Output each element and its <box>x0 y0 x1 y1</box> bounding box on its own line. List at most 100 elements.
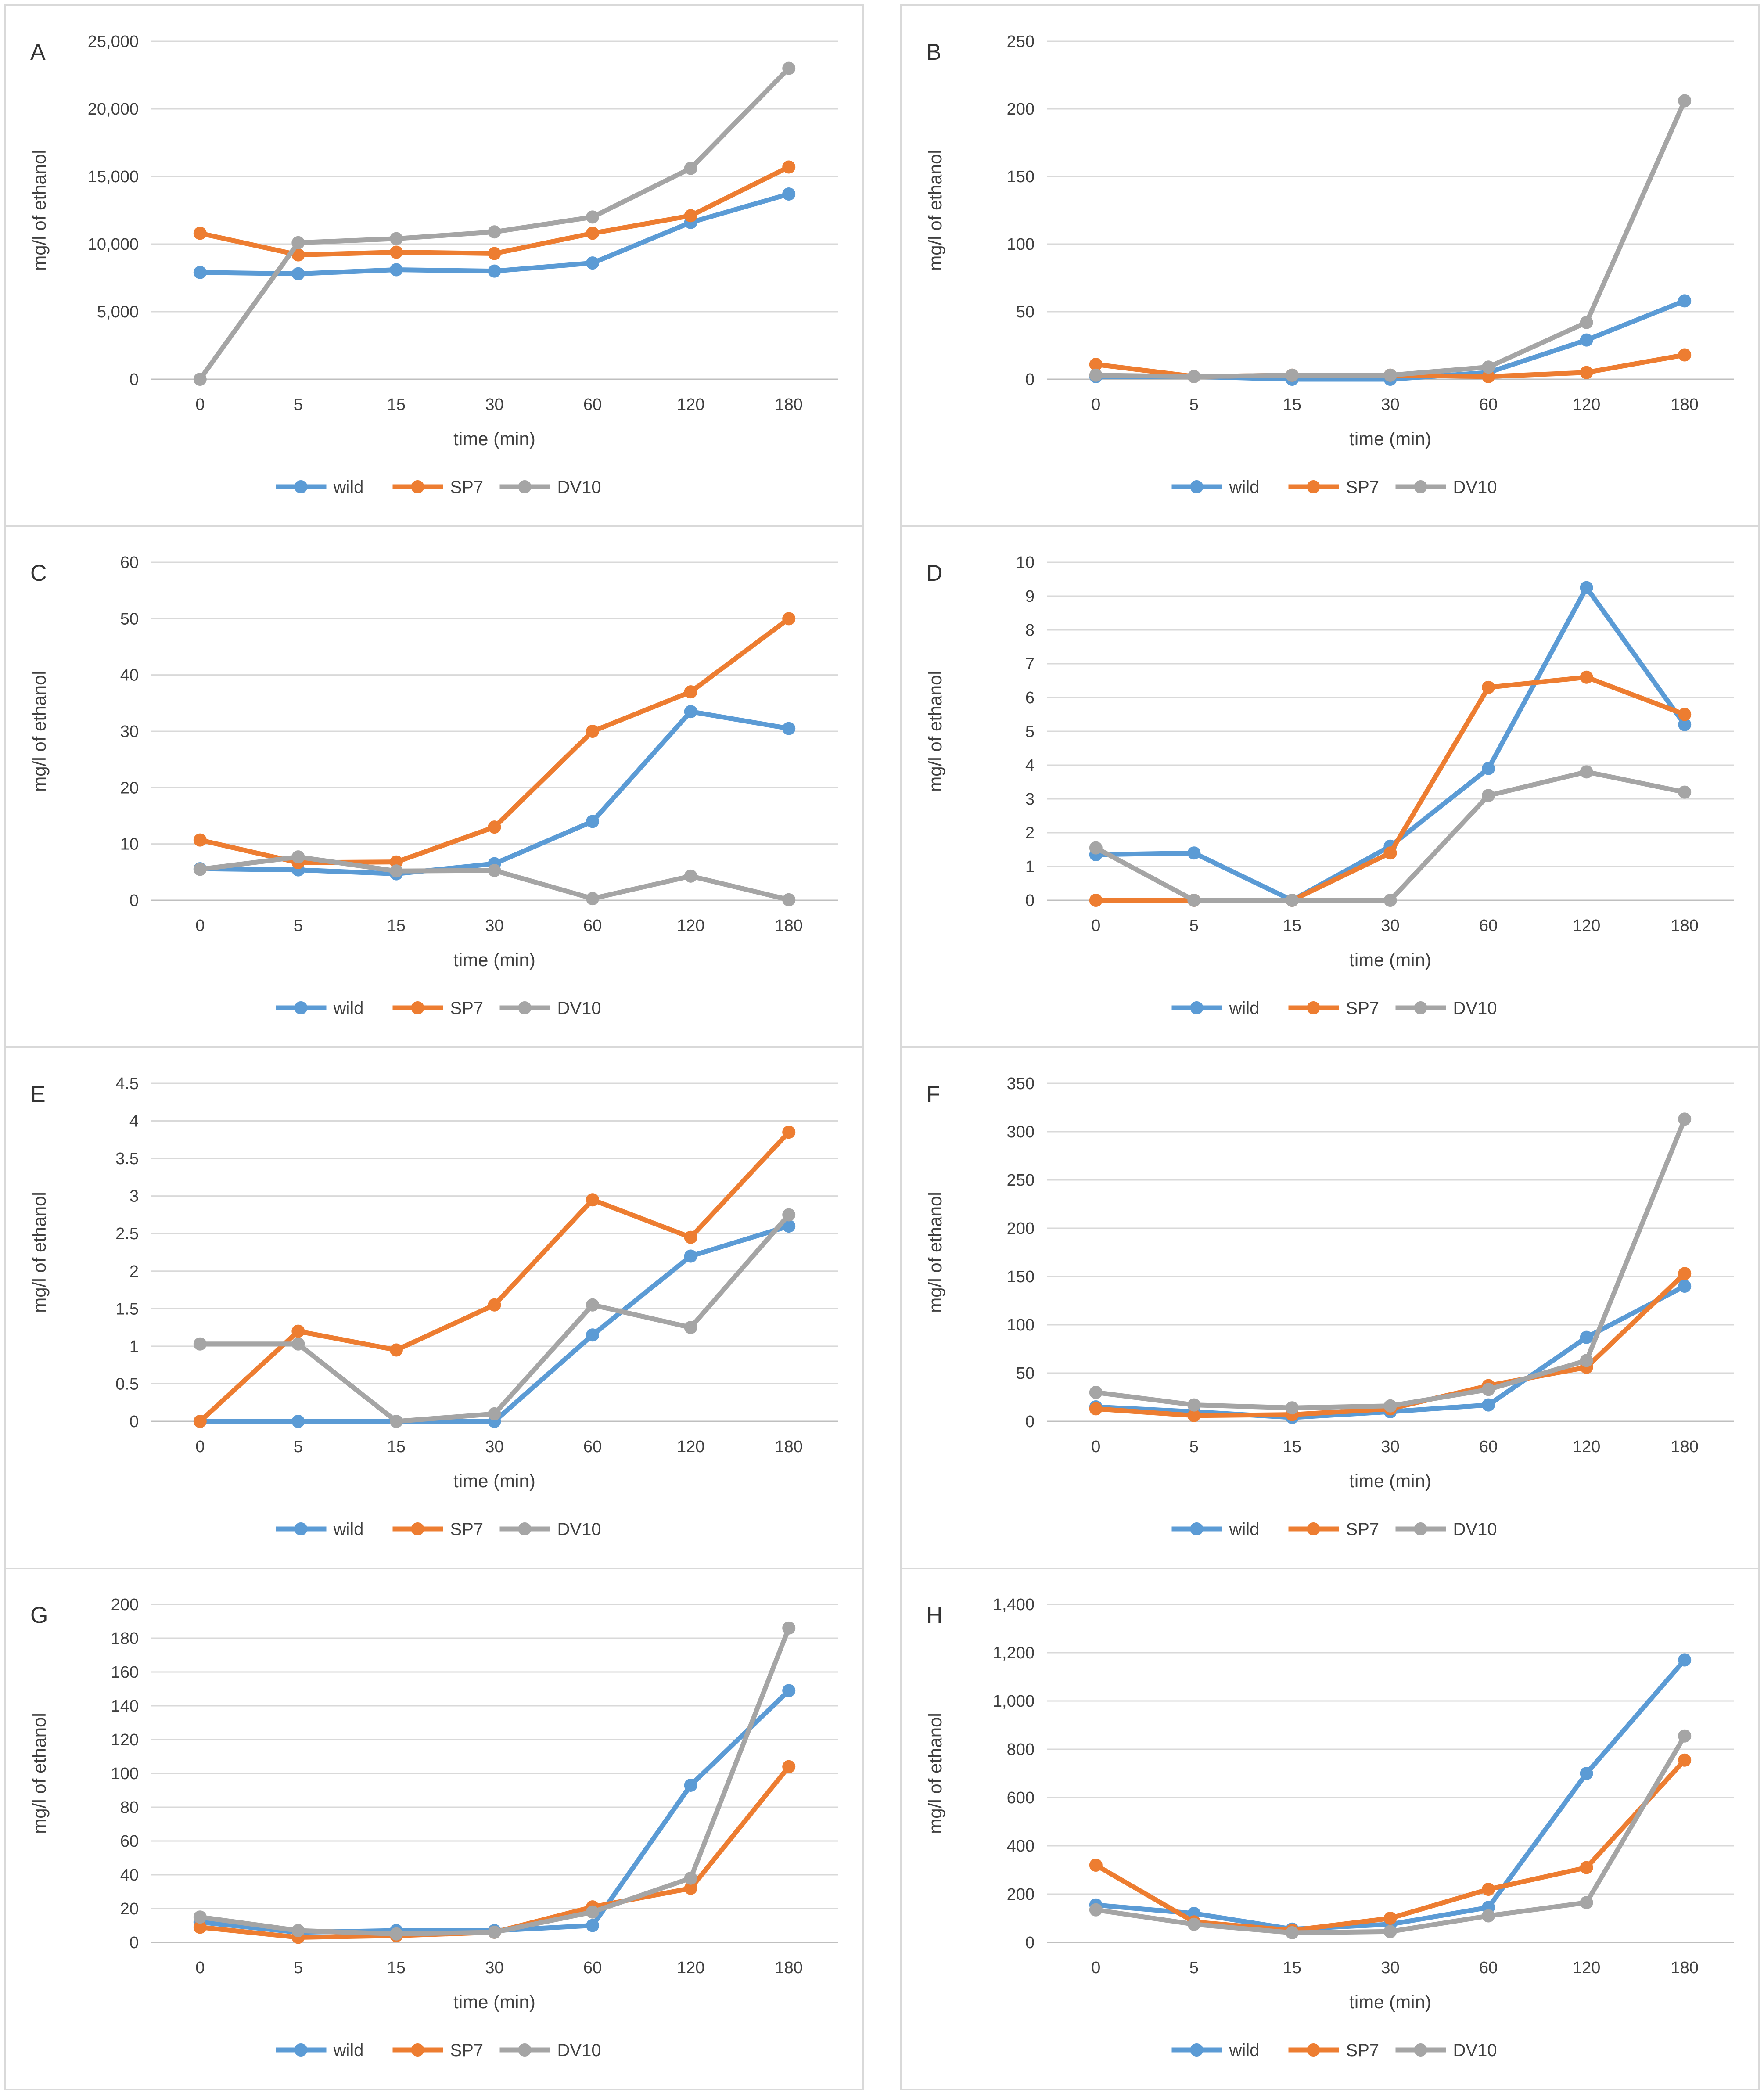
legend-label: DV10 <box>557 2041 601 2060</box>
data-point-DV10 <box>684 162 697 175</box>
y-tick-label: 0 <box>129 892 139 910</box>
x-tick-label: 60 <box>583 1959 602 1977</box>
y-tick-label: 1,400 <box>993 1596 1035 1614</box>
data-point-SP7 <box>488 247 501 260</box>
chart-panel-H: H 0 200 400 600 800 1,000 1,200 1,400 0 5 15 30 60 120… <box>900 1568 1760 2090</box>
x-tick-label: 180 <box>1671 1959 1699 1977</box>
data-point-DV10 <box>1187 1398 1201 1412</box>
x-tick-label: 60 <box>583 917 602 935</box>
panel-letter: A <box>30 40 46 65</box>
data-point-DV10 <box>1580 765 1593 779</box>
legend-marker-icon <box>1190 480 1204 493</box>
x-tick-label: 120 <box>677 1959 704 1977</box>
x-tick-label: 180 <box>1671 396 1699 414</box>
data-point-SP7 <box>1089 894 1103 907</box>
legend-label: DV10 <box>557 1520 601 1539</box>
x-axis-title: time (min) <box>1349 949 1431 970</box>
legend-marker-icon <box>1307 1001 1320 1014</box>
legend-item-SP7: SP7 <box>1288 1520 1379 1539</box>
data-point-wild <box>1678 294 1692 308</box>
y-tick-label: 0.5 <box>115 1375 139 1393</box>
y-tick-label: 350 <box>1007 1075 1035 1093</box>
y-tick-label: 120 <box>111 1731 139 1749</box>
legend-item-wild: wild <box>1171 1520 1259 1539</box>
y-tick-label: 0 <box>1025 1413 1035 1431</box>
series-line-SP7 <box>198 164 791 258</box>
data-point-wild <box>684 1778 697 1792</box>
series-line-SP7 <box>1093 1271 1687 1418</box>
x-tick-label: 15 <box>387 1438 406 1456</box>
data-point-wild <box>586 1328 600 1342</box>
y-tick-label: 1.5 <box>115 1300 139 1318</box>
data-point-DV10 <box>488 225 501 239</box>
data-point-DV10 <box>782 61 796 75</box>
series-line-wild <box>1093 1284 1687 1420</box>
data-point-SP7 <box>488 1298 501 1312</box>
legend-item-SP7: SP7 <box>392 478 483 497</box>
y-axis-title: mg/l of ethanol <box>29 1192 50 1313</box>
x-tick-label: 30 <box>485 396 503 414</box>
data-point-DV10 <box>291 850 305 864</box>
data-point-DV10 <box>782 893 796 906</box>
series-line-wild <box>198 1688 791 1935</box>
data-point-wild <box>684 1249 697 1263</box>
data-point-wild <box>782 1219 796 1233</box>
x-tick-label: 5 <box>1189 1438 1199 1456</box>
x-tick-label: 15 <box>1283 917 1301 935</box>
y-tick-label: 4 <box>1025 756 1035 775</box>
x-tick-label: 120 <box>1573 396 1600 414</box>
data-point-SP7 <box>193 227 207 240</box>
legend-item-SP7: SP7 <box>392 999 483 1018</box>
legend-marker-icon <box>411 1522 424 1535</box>
legend-label: wild <box>333 999 364 1018</box>
data-point-DV10 <box>1482 360 1495 374</box>
x-tick-label: 120 <box>677 396 704 414</box>
chart-panel-E: E 0 0.5 1 1.5 2 2.5 3 3.5 4 4.5 0 5 15 30 60 120 180 time … <box>4 1046 864 1569</box>
data-point-SP7 <box>1678 708 1692 721</box>
x-tick-label: 0 <box>1091 1959 1100 1977</box>
legend-label: wild <box>333 1520 364 1539</box>
data-point-wild <box>586 1919 600 1932</box>
x-tick-label: 15 <box>387 917 406 935</box>
data-point-DV10 <box>586 892 600 906</box>
y-tick-label: 140 <box>111 1697 139 1715</box>
series-line-wild <box>198 1223 791 1424</box>
data-point-wild <box>1580 333 1593 347</box>
y-tick-label: 250 <box>1007 32 1035 51</box>
data-point-DV10 <box>1089 1903 1103 1917</box>
legend-marker-icon <box>518 480 532 493</box>
y-tick-label: 4 <box>129 1112 139 1131</box>
legend-marker-icon <box>1190 1522 1204 1535</box>
data-point-SP7 <box>1089 1859 1103 1872</box>
chart-panel-G: G 0 20 40 60 80 100 120 140 160 180 200 0 5 15 30 60 120 1… <box>4 1568 864 2090</box>
legend-item-DV10: DV10 <box>499 2041 601 2060</box>
data-point-SP7 <box>1678 1753 1692 1767</box>
data-point-SP7 <box>193 1415 207 1428</box>
y-tick-label: 300 <box>1007 1123 1035 1141</box>
y-tick-label: 0 <box>129 1413 139 1431</box>
y-tick-label: 600 <box>1007 1789 1035 1807</box>
x-tick-label: 60 <box>1479 917 1498 935</box>
series-line-DV10 <box>1093 1116 1687 1410</box>
x-tick-label: 30 <box>1381 396 1399 414</box>
legend-label: DV10 <box>1453 478 1497 497</box>
y-tick-label: 10 <box>1016 554 1035 572</box>
data-point-DV10 <box>1285 1926 1299 1939</box>
x-tick-label: 5 <box>294 1438 303 1456</box>
data-point-SP7 <box>782 160 796 174</box>
data-point-DV10 <box>193 373 207 386</box>
y-tick-label: 2.5 <box>115 1225 139 1243</box>
x-tick-label: 0 <box>195 1438 205 1456</box>
y-tick-label: 800 <box>1007 1740 1035 1759</box>
data-point-SP7 <box>488 820 501 834</box>
data-point-SP7 <box>1678 1267 1692 1280</box>
y-tick-label: 150 <box>1007 1268 1035 1286</box>
panel-letter: G <box>30 1603 48 1628</box>
x-tick-label: 180 <box>775 1438 803 1456</box>
y-tick-label: 6 <box>1025 689 1035 707</box>
data-point-wild <box>1580 1767 1593 1780</box>
y-tick-label: 200 <box>1007 1219 1035 1238</box>
y-tick-label: 200 <box>111 1596 139 1614</box>
chart-G: G 0 20 40 60 80 100 120 140 160 180 200 0 5 15 30 60 120 1… <box>29 1596 838 2060</box>
x-axis-title: time (min) <box>453 1992 535 2012</box>
